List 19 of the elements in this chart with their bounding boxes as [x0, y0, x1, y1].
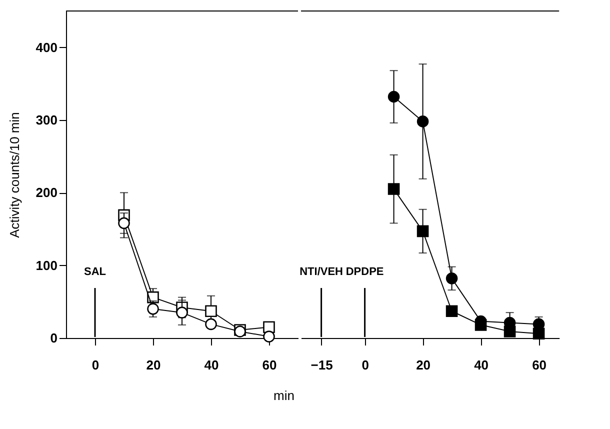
- x-tick-label: 0: [92, 358, 100, 372]
- x-tick-label: 60: [262, 358, 277, 372]
- x-axis-title: min: [273, 388, 294, 403]
- y-tick-label: 0: [50, 330, 58, 346]
- y-tick-label: 200: [36, 185, 58, 200]
- ref-line-label: NTI/VEH: [300, 266, 344, 278]
- x-tick-label: 20: [416, 358, 431, 372]
- x-tick-label: 60: [532, 358, 547, 372]
- x-tick-label: 0: [362, 358, 369, 372]
- x-tick-label: −15: [310, 358, 333, 372]
- ref-line-label: SAL: [84, 266, 106, 278]
- ref-line-label: DPDPE: [346, 266, 384, 278]
- y-axis-title: Activity counts/10 min: [6, 112, 22, 238]
- y-tick-label: 100: [36, 258, 58, 273]
- y-tick-label: 400: [36, 40, 58, 55]
- x-tick-label: 40: [474, 358, 489, 372]
- x-tick-label: 40: [204, 358, 219, 372]
- x-tick-label: 20: [146, 358, 161, 372]
- y-tick-label: 300: [36, 112, 58, 128]
